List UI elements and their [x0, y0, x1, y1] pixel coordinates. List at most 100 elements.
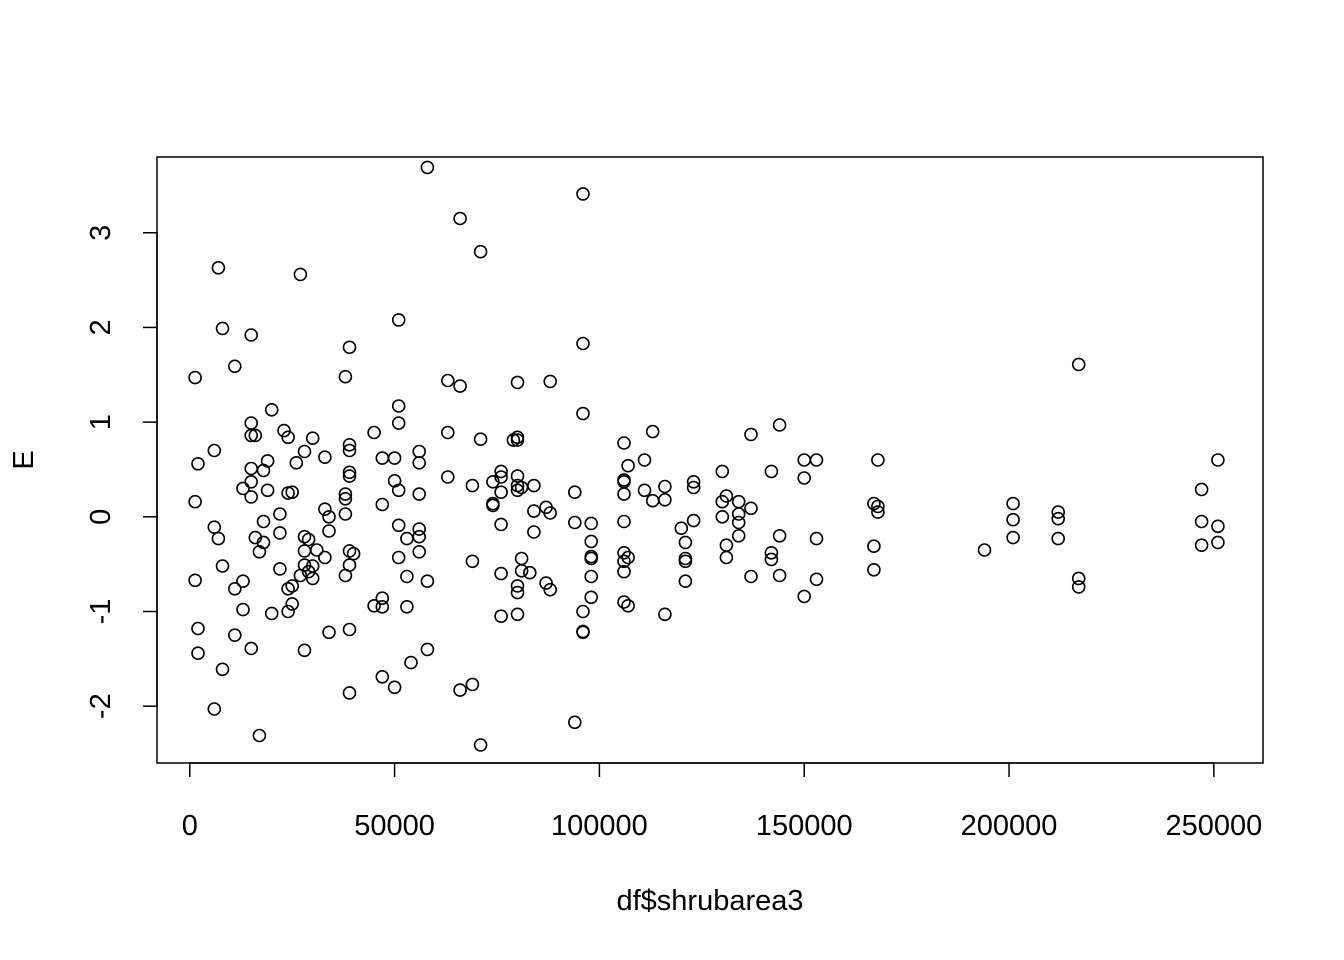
x-tick-label: 200000	[961, 810, 1058, 842]
data-point	[977, 543, 992, 557]
data-point	[772, 418, 787, 432]
data-point	[281, 581, 295, 596]
data-point	[191, 456, 205, 471]
data-point	[375, 599, 390, 614]
data-point	[342, 544, 357, 558]
data-point	[809, 572, 824, 587]
data-point	[273, 507, 287, 521]
data-point	[264, 606, 279, 621]
data-point	[453, 211, 467, 226]
y-tick-label: -2	[85, 693, 117, 719]
data-point	[375, 497, 390, 512]
data-point	[256, 514, 271, 529]
data-point	[285, 485, 300, 500]
data-point	[318, 550, 332, 565]
data-point	[420, 642, 435, 657]
data-point	[617, 487, 631, 501]
data-point	[764, 552, 779, 567]
data-point	[731, 528, 746, 543]
data-point	[207, 702, 222, 716]
plot-frame	[156, 156, 1264, 764]
x-axis: 0 50000 100000 150000 200000 250000	[182, 762, 1262, 842]
x-axis-label: df$shrubarea3	[616, 885, 803, 917]
data-point	[1051, 505, 1065, 519]
data-point	[510, 579, 525, 593]
data-point	[527, 504, 541, 518]
data-point	[744, 427, 758, 442]
data-point	[391, 483, 406, 498]
x-tick-label: 250000	[1165, 810, 1262, 842]
data-point	[244, 461, 258, 476]
data-point	[215, 559, 230, 573]
data-point	[338, 491, 353, 506]
data-point	[686, 474, 701, 489]
data-point	[391, 416, 406, 430]
data-point	[645, 424, 660, 439]
data-point	[543, 374, 558, 389]
data-point	[658, 492, 672, 507]
data-point	[338, 487, 353, 501]
data-point	[473, 738, 488, 752]
data-point	[867, 539, 881, 554]
y-tick-label: 0	[85, 509, 117, 525]
data-point	[297, 643, 312, 658]
data-point	[391, 550, 406, 565]
data-point	[338, 369, 353, 384]
data-point	[510, 607, 525, 622]
data-point	[1051, 511, 1065, 526]
data-point	[658, 479, 672, 494]
data-point	[281, 604, 295, 619]
data-point	[576, 625, 590, 640]
data-point	[1071, 580, 1086, 594]
data-point	[576, 336, 590, 351]
x-tick-label: 100000	[551, 810, 648, 842]
data-point	[576, 604, 590, 619]
data-point	[522, 565, 537, 580]
data-point	[764, 464, 779, 479]
data-point	[342, 469, 357, 483]
data-point	[207, 520, 222, 535]
data-point	[514, 563, 529, 578]
data-point	[420, 160, 435, 175]
data-point	[285, 579, 300, 593]
data-point	[375, 451, 390, 465]
data-point	[715, 509, 730, 524]
data-point	[188, 370, 202, 385]
data-point	[637, 453, 652, 467]
data-point	[412, 444, 427, 459]
data-point	[465, 677, 480, 692]
data-point	[465, 554, 480, 569]
data-point	[621, 550, 635, 565]
data-point	[797, 453, 812, 467]
data-point	[322, 509, 336, 524]
data-point	[1194, 514, 1209, 529]
data-point	[1194, 538, 1209, 553]
data-point	[367, 425, 381, 440]
x-tick-label: 50000	[354, 810, 435, 842]
data-point	[744, 501, 758, 516]
data-point	[871, 453, 885, 467]
data-point	[191, 646, 205, 661]
data-point	[1194, 482, 1209, 497]
data-point	[412, 522, 427, 536]
data-point	[191, 621, 205, 636]
data-point	[322, 625, 336, 640]
data-point	[567, 485, 582, 500]
data-point	[285, 597, 300, 611]
data-point	[1211, 519, 1225, 534]
data-point	[453, 683, 467, 697]
data-point	[678, 535, 693, 550]
data-point	[678, 554, 693, 569]
data-point	[301, 532, 316, 547]
data-point	[342, 465, 357, 480]
data-point	[211, 260, 226, 275]
data-point	[211, 531, 226, 546]
data-point	[617, 554, 631, 569]
y-axis: -2 -1 0 1 2 3	[85, 225, 158, 719]
data-point	[1006, 512, 1020, 527]
data-point	[400, 531, 414, 546]
data-point	[277, 423, 291, 438]
data-point	[342, 437, 357, 452]
data-point	[273, 562, 287, 576]
